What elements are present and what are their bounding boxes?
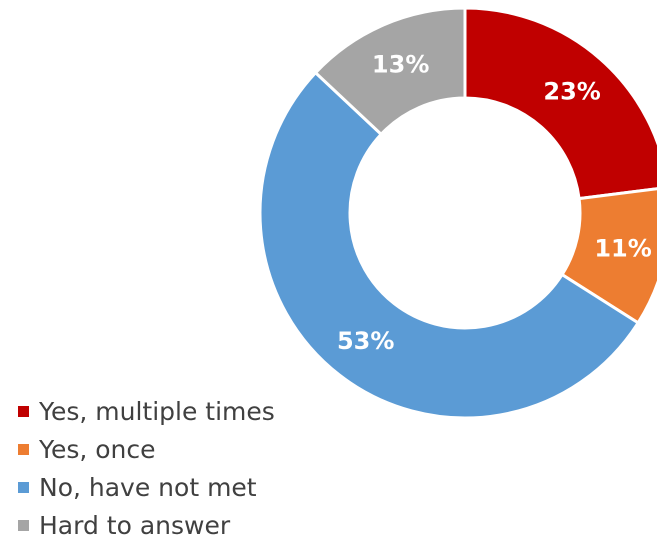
slice-label-hard-to-answer: 13% <box>372 50 429 78</box>
legend-label: Yes, once <box>39 434 156 464</box>
legend-swatch <box>18 405 29 417</box>
legend-item-yes-multiple-times: Yes, multiple times <box>18 392 275 430</box>
slice-hard-to-answer <box>313 6 467 137</box>
legend-swatch <box>18 443 29 455</box>
legend-item-yes-once: Yes, once <box>18 430 275 468</box>
legend-swatch <box>18 519 29 531</box>
slice-labels: 23% 11% 53% 13% <box>337 50 652 355</box>
slice-label-yes-once: 11% <box>594 234 651 262</box>
slice-no-have-not-met <box>258 70 641 420</box>
donut-slices <box>258 6 657 420</box>
slice-label-no-have-not-met: 53% <box>337 327 394 355</box>
legend-item-hard-to-answer: Hard to answer <box>18 506 275 544</box>
legend: Yes, multiple times Yes, once No, have n… <box>18 392 275 544</box>
legend-swatch <box>18 481 29 493</box>
legend-label: Yes, multiple times <box>39 396 275 426</box>
legend-label: No, have not met <box>39 472 257 502</box>
slice-yes-multiple-times <box>463 6 657 201</box>
legend-label: Hard to answer <box>39 510 231 540</box>
legend-item-no-have-not-met: No, have not met <box>18 468 275 506</box>
slice-label-yes-multiple-times: 23% <box>543 77 600 105</box>
